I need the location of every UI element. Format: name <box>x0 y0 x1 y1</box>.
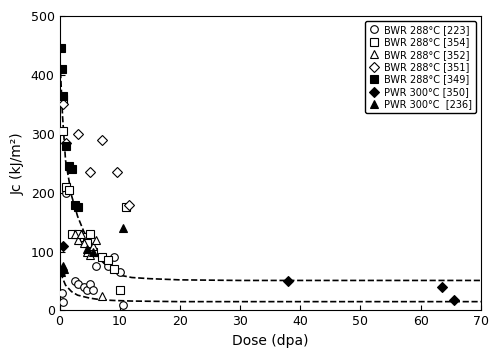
Y-axis label: Jc (kJ/m²): Jc (kJ/m²) <box>11 132 25 195</box>
X-axis label: Dose (dpa): Dose (dpa) <box>232 334 308 348</box>
Legend: BWR 288°C [223], BWR 288°C [354], BWR 288°C [352], BWR 288°C [351], BWR 288°C [3: BWR 288°C [223], BWR 288°C [354], BWR 28… <box>364 21 476 113</box>
